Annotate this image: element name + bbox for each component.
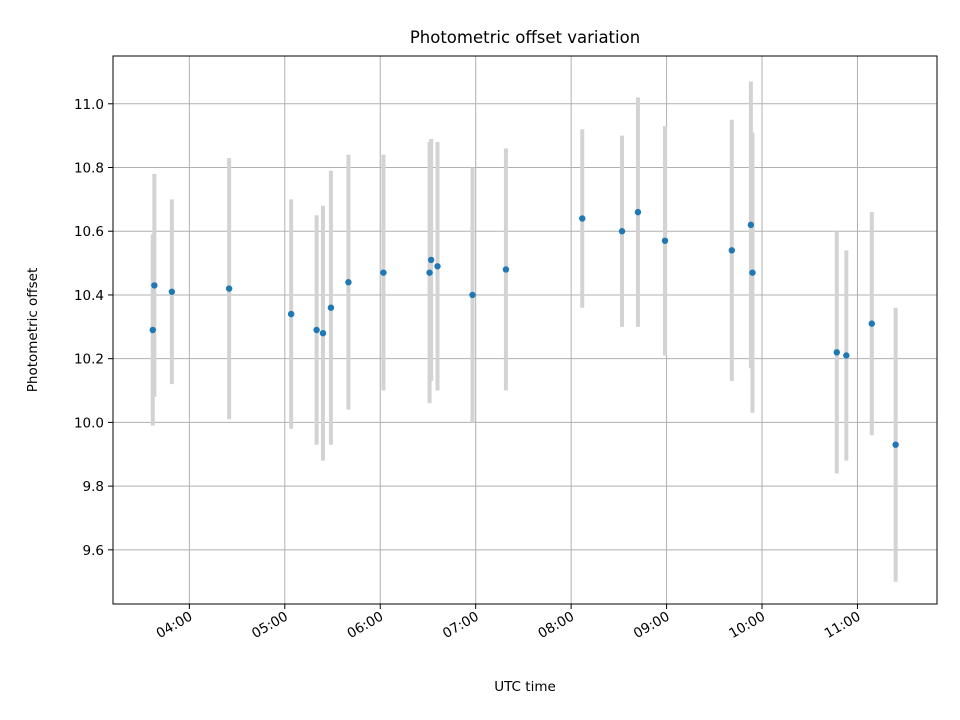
data-point	[843, 352, 850, 359]
data-point	[892, 441, 899, 448]
data-point	[833, 349, 840, 356]
data-point	[345, 279, 352, 286]
error-bars	[150, 81, 898, 582]
data-point	[319, 329, 327, 337]
data-point	[313, 326, 320, 334]
data-point	[749, 269, 756, 276]
data-point	[380, 269, 387, 276]
data-point	[426, 269, 433, 276]
y-tick-label: 10.6	[74, 224, 104, 240]
y-tick-label: 10.4	[74, 288, 104, 304]
y-axis-label: Photometric offset	[25, 268, 41, 392]
data-point	[469, 291, 476, 299]
y-tick-label: 9.6	[83, 543, 104, 559]
data-point	[747, 221, 755, 229]
data-point	[868, 320, 875, 327]
axis-ticks: 04:00 05:00 06:00 07:00 08:00 09:00 10:00 11:00…	[74, 97, 864, 642]
data-point	[327, 304, 335, 311]
data-point	[427, 256, 435, 264]
data-point	[661, 237, 669, 244]
y-tick-label: 10.0	[74, 415, 104, 431]
y-tick-label: 11.0	[74, 97, 104, 113]
data-points	[149, 208, 899, 448]
data-point	[287, 310, 295, 318]
x-tick-label: 11:00	[822, 609, 864, 642]
data-point	[149, 326, 156, 334]
x-tick-label: 06:00	[345, 609, 387, 642]
chart-title: Photometric offset variation	[410, 28, 640, 47]
y-tick-label: 10.2	[74, 352, 104, 368]
x-tick-label: 07:00	[440, 609, 482, 642]
x-tick-label: 09:00	[631, 609, 673, 642]
y-tick-label: 10.8	[74, 161, 104, 177]
data-point	[618, 228, 626, 235]
y-tick-label: 9.8	[83, 479, 104, 495]
data-point	[579, 215, 586, 222]
data-point	[434, 263, 441, 270]
x-tick-label: 04:00	[154, 609, 196, 642]
data-point	[168, 288, 176, 295]
plot-frame	[112, 55, 938, 605]
grid	[113, 56, 937, 604]
x-axis-label: UTC time	[494, 679, 556, 695]
x-tick-label: 08:00	[535, 609, 577, 642]
x-tick-label: 05:00	[249, 609, 291, 642]
data-point	[728, 247, 735, 254]
x-tick-label: 10:00	[726, 609, 768, 642]
data-point	[151, 282, 158, 289]
data-point	[634, 208, 642, 216]
data-point	[225, 285, 233, 292]
data-point	[502, 266, 510, 273]
